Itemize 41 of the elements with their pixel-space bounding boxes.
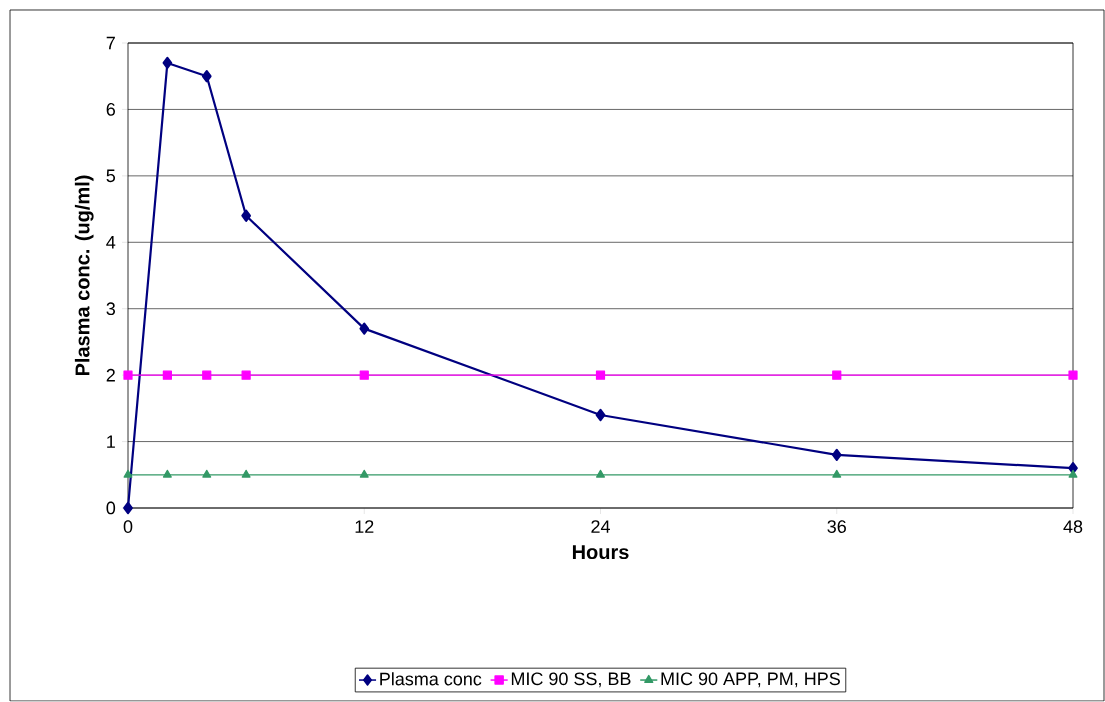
- point: [202, 469, 212, 478]
- point: [241, 209, 251, 222]
- y-tick-label: 2: [106, 368, 115, 382]
- x-tick-label: 24: [591, 520, 610, 533]
- y-tick-label: 0: [106, 501, 116, 515]
- x-tick-label: 36: [827, 520, 846, 533]
- point: [202, 370, 212, 380]
- legend-label: Plasma conc: [380, 672, 482, 686]
- x-tick-label: 0: [123, 520, 133, 533]
- point: [359, 322, 370, 335]
- y-tick-label: 5: [106, 169, 116, 183]
- x-tick-label: 12: [355, 520, 374, 533]
- point: [831, 448, 842, 461]
- point: [832, 370, 842, 380]
- point: [595, 370, 606, 380]
- point: [123, 370, 133, 380]
- point: [1068, 370, 1078, 380]
- point: [359, 370, 369, 380]
- y-tick-label: 1: [107, 435, 115, 448]
- point: [1068, 469, 1078, 478]
- point: [201, 70, 212, 83]
- point: [241, 370, 251, 380]
- point: [162, 370, 172, 380]
- point: [241, 469, 251, 478]
- legend-label: MIC 90 APP, PM, HPS: [661, 672, 840, 688]
- y-tick-label: 7: [106, 36, 115, 50]
- point: [123, 501, 133, 515]
- y-axis-title: Plasma conc. (ug/ml): [74, 175, 94, 376]
- x-tick-label: 48: [1063, 520, 1083, 533]
- point: [123, 469, 133, 478]
- legend-label: MIC 90 SS, BB: [511, 672, 631, 688]
- y-tick-label: 3: [106, 302, 116, 316]
- x-axis-title: Hours: [572, 545, 629, 560]
- point: [596, 469, 605, 478]
- point: [595, 408, 606, 422]
- y-tick-label: 4: [106, 236, 116, 249]
- point: [162, 469, 172, 478]
- point: [832, 469, 842, 478]
- point: [359, 469, 369, 478]
- point: [162, 56, 173, 70]
- y-tick-label: 6: [106, 103, 116, 116]
